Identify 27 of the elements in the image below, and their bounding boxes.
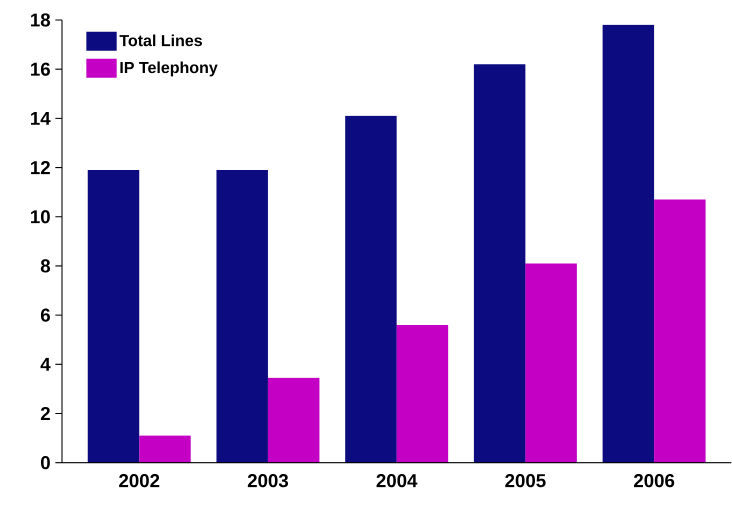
- y-tick-label: 2: [40, 406, 50, 420]
- y-tick-label: 16: [31, 62, 50, 76]
- bar: [216, 170, 268, 463]
- bar: [474, 64, 526, 463]
- y-tick-label: 8: [40, 259, 50, 273]
- bar: [139, 436, 191, 463]
- bar: [396, 324, 448, 463]
- y-tick-label: 12: [31, 161, 50, 174]
- legend-label: Total Lines: [120, 34, 202, 46]
- legend-label: IP Telephony: [120, 61, 218, 76]
- x-tick-label: 2003: [248, 474, 288, 488]
- x-tick-label: 2005: [505, 474, 546, 488]
- x-tick-label: 2004: [376, 474, 418, 488]
- y-tick-label: 10: [31, 210, 50, 224]
- bar: [268, 378, 320, 463]
- y-tick-label: 6: [40, 308, 50, 322]
- x-tick-label: 2006: [634, 474, 674, 488]
- y-tick-label: 4: [40, 358, 51, 371]
- bar: [602, 24, 654, 463]
- bar: [654, 200, 706, 463]
- y-tick-label: 14: [31, 112, 51, 125]
- bar: [525, 263, 577, 463]
- y-tick-label: 0: [40, 456, 50, 470]
- x-tick-label: 2002: [119, 474, 160, 488]
- y-tick-label: 18: [31, 13, 50, 27]
- bar: [345, 116, 397, 463]
- bar: [88, 170, 140, 463]
